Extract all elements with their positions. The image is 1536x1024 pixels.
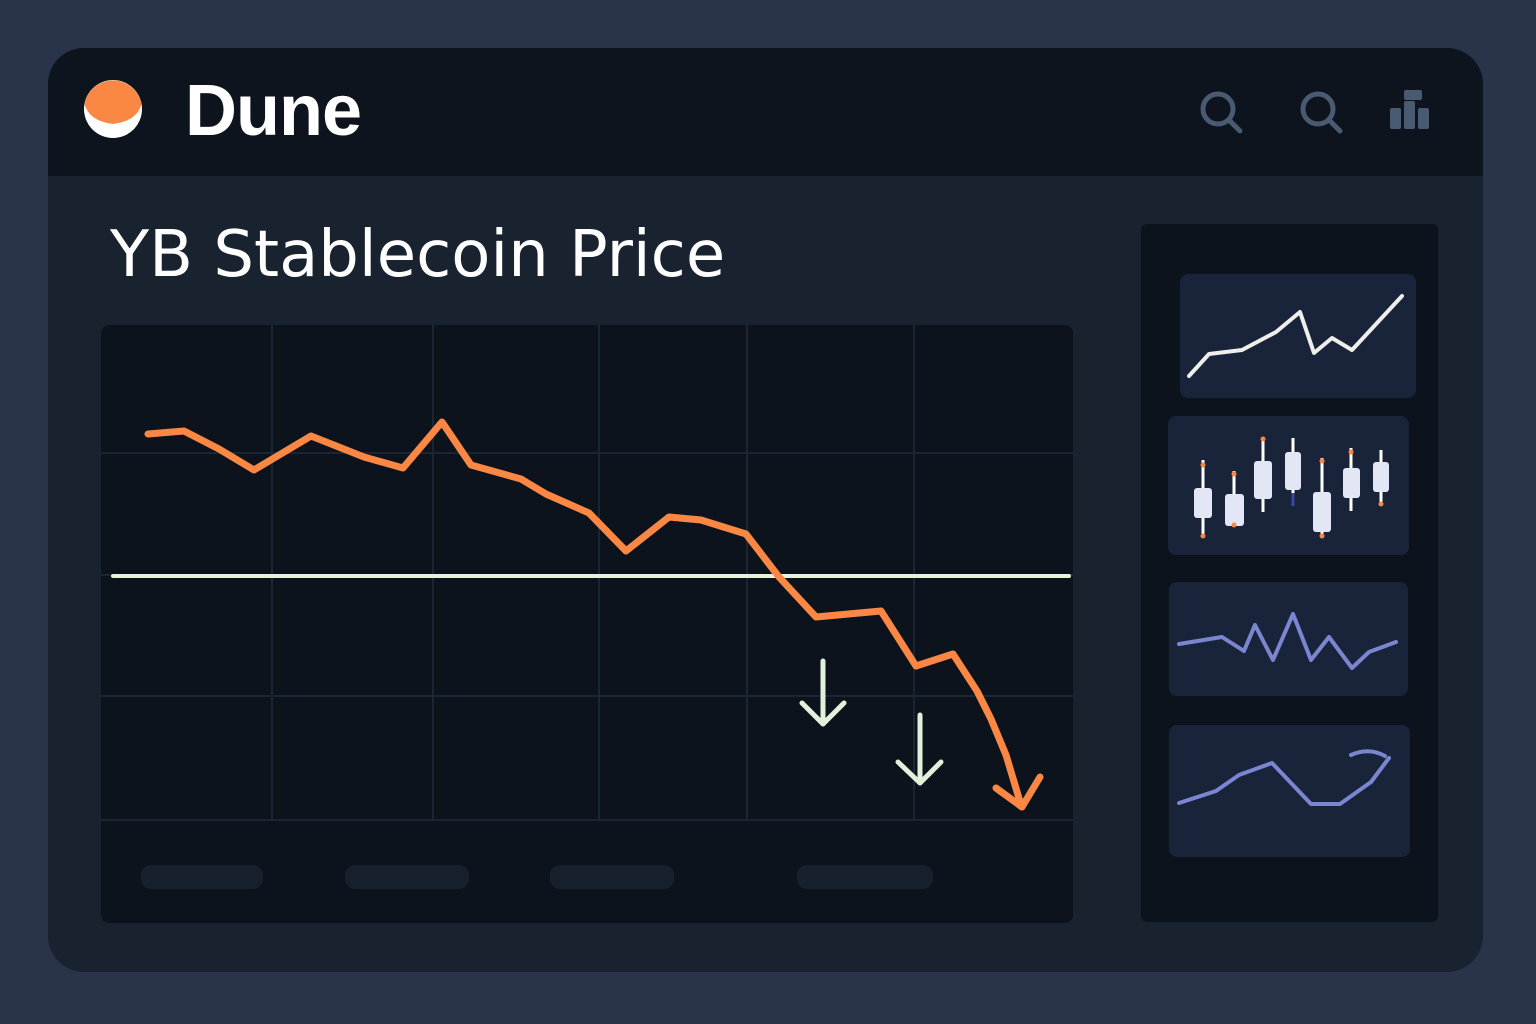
down-arrow-icon	[895, 712, 944, 786]
thumbnail-candlestick-chart[interactable]	[1168, 416, 1409, 555]
candlestick-chart-icon	[1194, 436, 1389, 539]
page-title: YB Stablecoin Price	[110, 218, 726, 292]
down-arrow-icon	[799, 658, 847, 727]
line-chart-icon	[1187, 294, 1404, 378]
search-icon[interactable]	[1195, 86, 1247, 138]
trend-arrow-head	[992, 773, 1044, 811]
legend-pill[interactable]	[550, 865, 674, 889]
grid-lines	[101, 325, 1073, 821]
bar-chart-icon[interactable]	[1386, 86, 1438, 138]
app-window: Dune YB Stablecoin Price	[48, 48, 1483, 972]
legend-pill[interactable]	[141, 865, 263, 889]
dune-logo-icon[interactable]	[83, 79, 143, 139]
search-icon[interactable]	[1295, 86, 1347, 138]
brand-name: Dune	[185, 71, 362, 151]
price-line	[144, 418, 1025, 809]
thumbnail-curve-line-chart[interactable]	[1169, 725, 1410, 857]
price-chart[interactable]	[101, 325, 1073, 923]
thumbnail-volatile-line-chart[interactable]	[1169, 582, 1408, 696]
top-bar: Dune	[48, 48, 1483, 176]
legend-pill[interactable]	[345, 865, 469, 889]
line-chart-icon	[1177, 612, 1398, 670]
line-chart-icon	[1177, 749, 1391, 806]
legend-pill[interactable]	[797, 865, 933, 889]
thumbnail-line-chart-up[interactable]	[1180, 274, 1416, 398]
price-chart-canvas	[101, 325, 1073, 821]
chart-thumbnails-panel	[1141, 224, 1438, 922]
